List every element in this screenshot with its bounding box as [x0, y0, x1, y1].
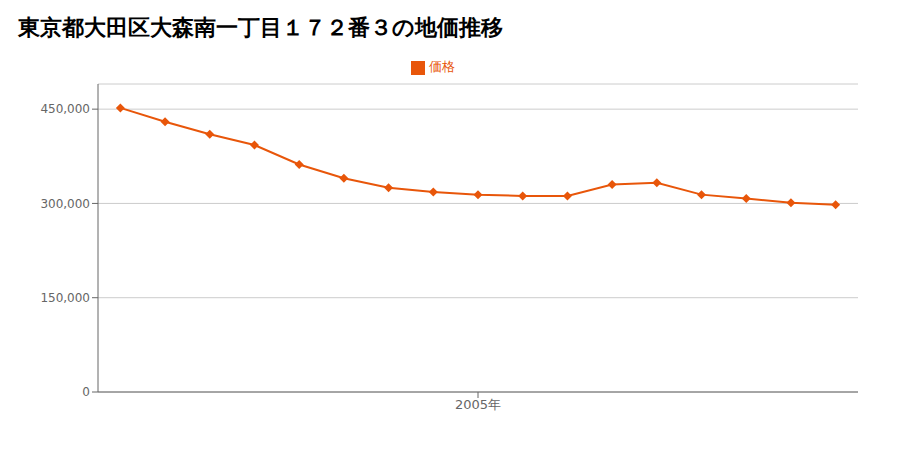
svg-text:0: 0: [82, 385, 90, 399]
html-text:東京都大田区大森南一丁目１７２番３の地価推移: 東京都大田区大森南一丁目１７２番３の地価推移: [18, 15, 503, 40]
svg-text:300,000: 300,000: [40, 197, 90, 211]
svg-text:150,000: 150,000: [40, 291, 90, 305]
svg-text:450,000: 450,000: [40, 102, 90, 116]
html-text:価格: 価格: [429, 59, 455, 74]
svg-text:2005年: 2005年: [455, 397, 501, 412]
